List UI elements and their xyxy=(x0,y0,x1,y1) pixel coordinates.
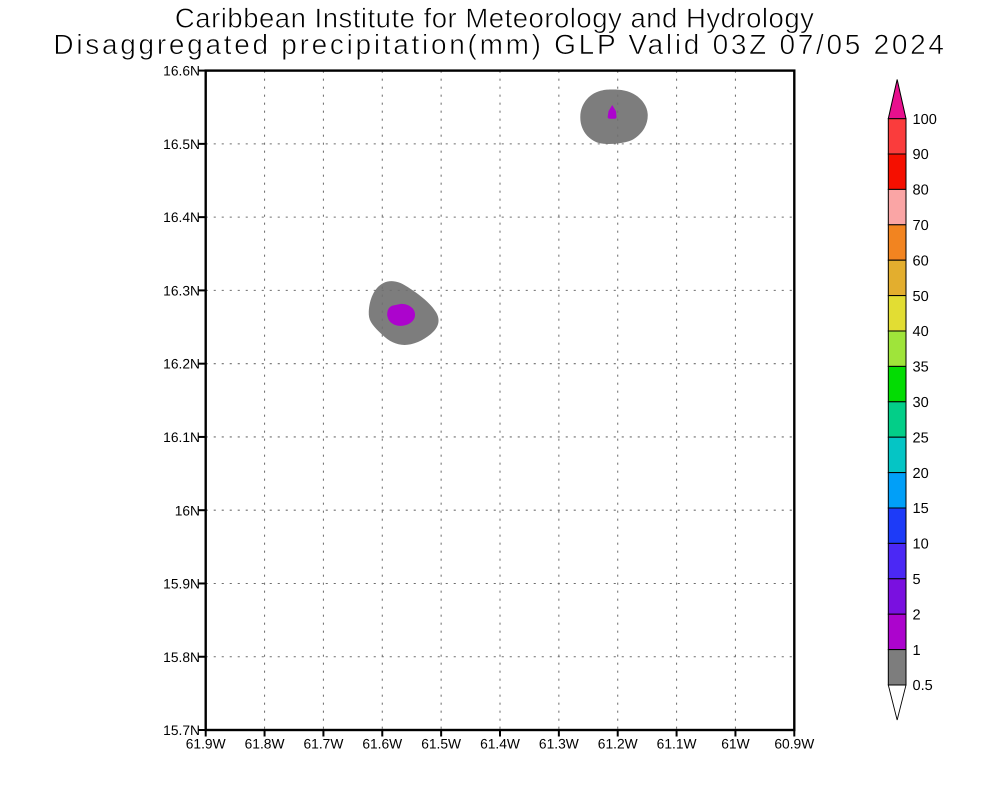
svg-text:16.6N: 16.6N xyxy=(163,64,200,79)
svg-text:61.9W: 61.9W xyxy=(186,736,226,751)
svg-text:100: 100 xyxy=(913,112,937,128)
svg-text:Disaggregated precipitation(mm: Disaggregated precipitation(mm) GLP Vali… xyxy=(53,29,944,60)
svg-text:25: 25 xyxy=(913,430,929,446)
svg-text:16.4N: 16.4N xyxy=(163,210,200,225)
svg-text:61.7W: 61.7W xyxy=(303,736,343,751)
svg-text:16.2N: 16.2N xyxy=(163,357,200,372)
svg-text:90: 90 xyxy=(913,147,929,163)
svg-text:61.6W: 61.6W xyxy=(362,736,402,751)
svg-text:30: 30 xyxy=(913,395,929,411)
svg-text:0.5: 0.5 xyxy=(913,678,933,694)
svg-text:15.9N: 15.9N xyxy=(163,577,200,592)
svg-text:20: 20 xyxy=(913,466,929,482)
svg-text:70: 70 xyxy=(913,218,929,234)
svg-text:61.3W: 61.3W xyxy=(539,736,579,751)
svg-text:2: 2 xyxy=(913,607,921,623)
svg-text:60: 60 xyxy=(913,253,929,269)
svg-text:16.1N: 16.1N xyxy=(163,430,200,445)
svg-text:40: 40 xyxy=(913,324,929,340)
svg-text:16.3N: 16.3N xyxy=(163,283,200,298)
svg-text:80: 80 xyxy=(913,183,929,199)
svg-text:61.8W: 61.8W xyxy=(245,736,285,751)
svg-text:15: 15 xyxy=(913,501,929,517)
svg-text:35: 35 xyxy=(913,360,929,376)
svg-text:15.8N: 15.8N xyxy=(163,650,200,665)
svg-text:Caribbean Institute for Meteor: Caribbean Institute for Meteorology and … xyxy=(175,3,814,34)
svg-text:1: 1 xyxy=(913,643,921,659)
svg-text:61.5W: 61.5W xyxy=(421,736,461,751)
svg-text:61W: 61W xyxy=(721,736,749,751)
svg-text:61.4W: 61.4W xyxy=(480,736,520,751)
svg-text:5: 5 xyxy=(913,572,921,588)
svg-text:16.5N: 16.5N xyxy=(163,137,200,152)
svg-text:61.2W: 61.2W xyxy=(598,736,638,751)
svg-text:61.1W: 61.1W xyxy=(657,736,697,751)
svg-text:10: 10 xyxy=(913,537,929,553)
svg-text:15.7N: 15.7N xyxy=(163,723,200,738)
svg-text:16N: 16N xyxy=(175,503,200,518)
svg-text:50: 50 xyxy=(913,289,929,305)
svg-text:60.9W: 60.9W xyxy=(774,736,814,751)
